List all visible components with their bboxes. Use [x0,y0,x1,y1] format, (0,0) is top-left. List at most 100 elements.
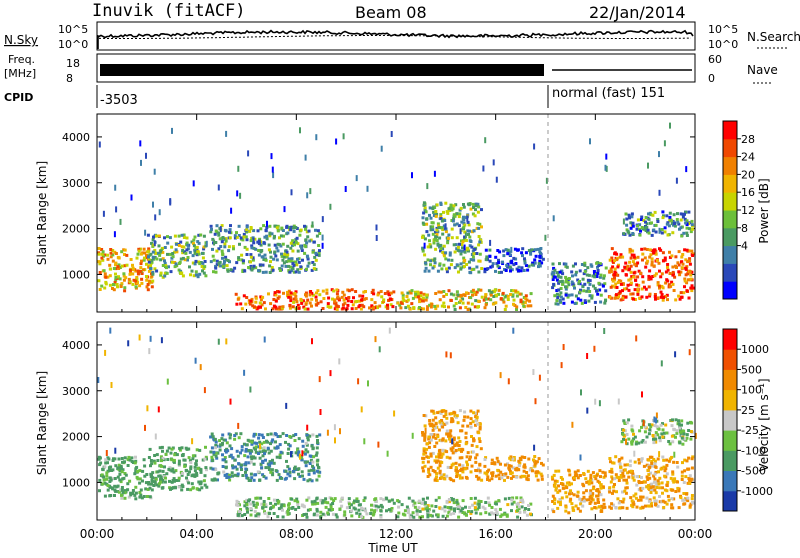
range-cell [466,308,470,311]
range-cell [293,499,297,503]
range-cell [279,505,283,509]
range-cell [399,306,403,310]
range-cell [114,278,118,282]
range-cell [680,260,683,264]
range-cell [648,428,652,432]
range-cell [329,370,332,377]
range-cell [365,512,369,516]
range-cell [654,272,658,276]
range-cell [477,226,481,230]
range-cell [203,260,207,263]
range-cell [101,482,105,486]
range-cell [442,224,446,228]
range-cell [134,491,138,495]
range-cell [254,296,258,300]
range-cell [177,476,181,480]
range-cell [275,478,279,482]
range-cell [412,306,416,310]
range-cell [629,256,633,260]
range-cell [465,466,469,470]
range-cell [466,220,470,224]
range-cell [273,243,277,247]
range-cell [551,262,555,266]
range-cell [528,299,532,303]
range-cell [357,378,360,385]
range-cell [466,451,470,455]
range-cell [567,293,571,297]
range-cell [449,299,453,302]
range-cell [615,258,619,262]
range-cell [471,212,475,216]
range-cell [254,247,258,251]
range-cell [199,470,203,474]
range-cell [294,298,298,302]
range-cell [324,505,328,509]
range-cell [319,515,323,519]
range-cell [669,218,673,222]
range-cell [245,503,249,506]
range-cell [615,286,619,289]
range-cell [604,299,607,303]
range-cell [264,503,268,507]
range-cell [597,492,601,496]
range-cell [659,290,663,294]
range-cell [505,263,509,267]
range-cell [267,463,271,467]
range-cell [250,244,254,248]
range-cell [128,479,132,483]
range-cell [631,472,635,476]
range-cell [580,389,582,396]
range-cell [645,222,649,226]
range-cell [350,509,354,513]
range-cell [150,241,153,245]
range-cell [292,229,296,233]
range-cell [435,212,439,216]
range-cell [485,472,489,476]
range-cell [160,459,163,463]
range-cell [225,264,229,268]
range-cell [658,269,661,273]
range-cell [538,374,541,381]
range-cell [599,300,603,304]
range-cell [436,435,440,438]
range-cell [137,247,141,251]
range-cell [377,291,381,295]
range-cell [476,222,480,226]
range-cell [450,417,454,421]
range-cell [128,280,132,284]
range-cell [108,469,111,472]
range-cell [630,424,634,428]
range-cell [586,407,589,414]
range-cell [325,291,329,295]
range-cell [139,262,143,266]
colorbar-swatch [723,369,737,391]
range-cell [630,275,634,279]
range-cell [631,292,635,296]
range-cell [685,234,689,237]
range-cell [192,274,196,278]
range-cell [673,222,676,225]
range-cell [464,306,468,309]
range-cell [523,463,527,467]
range-cell [165,449,169,453]
range-cell [258,301,262,305]
range-cell [390,131,393,137]
range-cell [488,503,492,507]
range-cell [133,472,137,476]
range-cell [297,270,301,274]
range-cell [676,480,679,484]
range-cell [559,476,563,479]
range-cell [570,491,574,495]
range-cell [630,442,634,446]
range-cell [120,282,124,286]
range-cell [374,504,378,508]
range-cell [266,433,270,437]
range-cell [621,490,624,494]
range-cell [564,262,568,266]
range-cell [670,280,674,284]
range-cell [679,270,683,274]
range-cell [527,508,531,511]
range-cell [100,284,104,288]
range-cell [571,508,575,512]
